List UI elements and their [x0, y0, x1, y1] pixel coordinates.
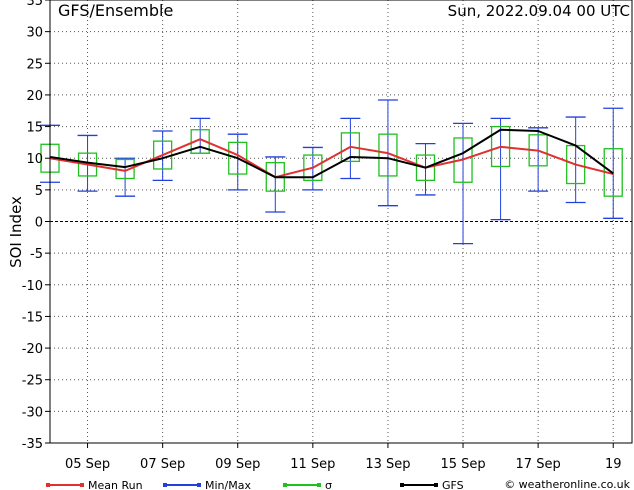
chart-title: GFS/Ensemble: [58, 1, 173, 20]
y-tick-label: 5: [35, 184, 43, 199]
legend-swatch-end: [283, 483, 287, 487]
x-axis: 05 Sep 07 Sep 09 Sep 11 Sep 13 Sep 15 Sep 17 S…: [65, 443, 622, 472]
sigma-box: [190, 129, 210, 154]
y-tick-label: 10: [26, 152, 43, 167]
legend-swatch-end: [400, 483, 404, 487]
y-tick-label: -35: [22, 437, 43, 452]
sigma-box: [303, 154, 323, 182]
min-max-ranges: [40, 99, 624, 245]
legend-swatch-end: [197, 483, 201, 487]
y-tick-label: -30: [22, 405, 43, 420]
sigma-box: [453, 137, 473, 183]
grid: [50, 0, 632, 443]
sigma-box: [490, 125, 511, 168]
sigma-boxes: [40, 125, 623, 197]
x-tick-label: 15 Sep: [440, 457, 485, 472]
x-tick-label: 05 Sep: [65, 457, 110, 472]
y-axis-label: SOI Index: [7, 196, 25, 268]
y-tick-label: -5: [30, 247, 43, 262]
x-tick-label: 17 Sep: [516, 457, 561, 472]
legend-swatch-end: [434, 483, 438, 487]
x-tick-label: 19: [605, 457, 622, 472]
y-tick-label: -10: [22, 279, 43, 294]
x-tick-label: 07 Sep: [140, 457, 185, 472]
y-tick-label: 30: [26, 26, 43, 41]
legend-label: Min/Max: [205, 479, 251, 490]
y-tick-label: 15: [26, 121, 43, 136]
legend-swatch-end: [317, 483, 321, 487]
sigma-box: [378, 133, 398, 177]
legend: Mean Run Min/Max σ GFS: [46, 479, 464, 490]
y-tick-label: -20: [22, 342, 43, 357]
legend-label: GFS: [442, 479, 464, 490]
sigma-box: [415, 154, 436, 182]
sigma-box: [228, 141, 248, 175]
credit-text: © weatheronline.co.uk: [504, 478, 630, 490]
y-tick-label: 35: [26, 0, 43, 9]
y-tick-label: -15: [22, 310, 43, 325]
x-tick-label: 13 Sep: [365, 457, 410, 472]
y-tick-label: 25: [26, 57, 43, 72]
sigma-box: [340, 132, 361, 163]
legend-swatch-end: [80, 483, 84, 487]
series-lines: [49, 128, 614, 179]
legend-label: Mean Run: [88, 479, 143, 490]
y-tick-label: 20: [26, 89, 43, 104]
y-tick-label: 0: [35, 216, 43, 231]
legend-label: σ: [325, 479, 332, 490]
x-tick-label: 11 Sep: [290, 457, 335, 472]
y-axis: 35 30 25 20 15 10 5 0 -5 -10 -15 -20 -25 -30 -35: [22, 0, 50, 452]
x-tick-label: 09 Sep: [215, 457, 260, 472]
legend-swatch-end: [46, 483, 50, 487]
legend-swatch-end: [163, 483, 167, 487]
y-tick-label: -25: [22, 374, 43, 389]
series-line-gfs: [49, 128, 614, 179]
chart-subtitle: Sun, 2022.09.04 00 UTC: [448, 2, 630, 20]
